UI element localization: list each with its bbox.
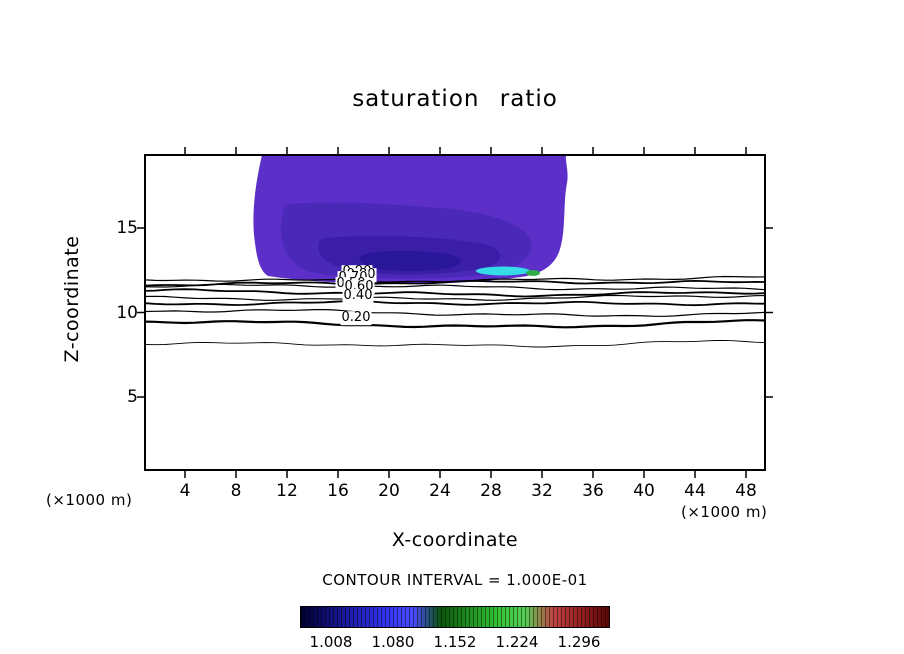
x-tick-label: 12 [276,481,298,501]
colorbar-label: 1.224 [495,633,539,651]
x-tick-label: 32 [531,481,553,501]
plot-title: saturation ratio [352,86,558,112]
contour-lines [145,275,765,348]
contour-line-0.6 [145,288,765,298]
x-tick-label: 4 [179,481,191,501]
x-tick-label: 16 [327,481,349,501]
x-tick-label: 20 [378,481,400,501]
y-tick-label: 15 [116,218,138,238]
colorbar-label: 1.296 [557,633,601,651]
x-tick-label: 48 [735,481,757,501]
colorbar [300,606,610,628]
x-tick-label: 8 [230,481,242,501]
x-tick-label: 36 [582,481,604,501]
cloud-fill-core [359,251,462,271]
contour-label: 0.20 [340,310,372,326]
x-axis-label: X-coordinate [391,529,519,551]
contour-line-0.8 [145,279,765,287]
cloud-max-green-spot [526,270,540,276]
x-tick-label: 44 [684,481,706,501]
x-tick-label: 28 [480,481,502,501]
axis-ticks [137,147,773,478]
contour-line-0.7 [145,283,765,291]
plot-content [145,155,765,348]
contour-interval-text: CONTOUR INTERVAL = 1.000E-01 [322,571,588,589]
x-tick-label: 40 [633,481,655,501]
contour-line-0.2 [145,319,765,329]
y-axis-unit: (×1000 m) [46,491,133,509]
x-tick-label: 24 [429,481,451,501]
contour-label: 0.40 [342,288,374,304]
plot-area [137,147,773,478]
contour-line-0.3 [145,309,765,317]
x-axis-unit: (×1000 m) [681,503,768,521]
colorbar-label: 1.008 [309,633,353,651]
colorbar-label: 1.152 [433,633,477,651]
contour-line-0.5 [145,294,765,301]
contour-line-0.4 [145,300,765,307]
contour-line-0.1 [145,339,765,348]
cloud-max-cyan-spot [476,266,530,276]
y-tick-label: 10 [116,302,138,323]
y-axis-label: Z-coordinate [61,235,83,363]
y-tick-label: 5 [127,387,138,407]
colorbar-label: 1.080 [371,633,415,651]
